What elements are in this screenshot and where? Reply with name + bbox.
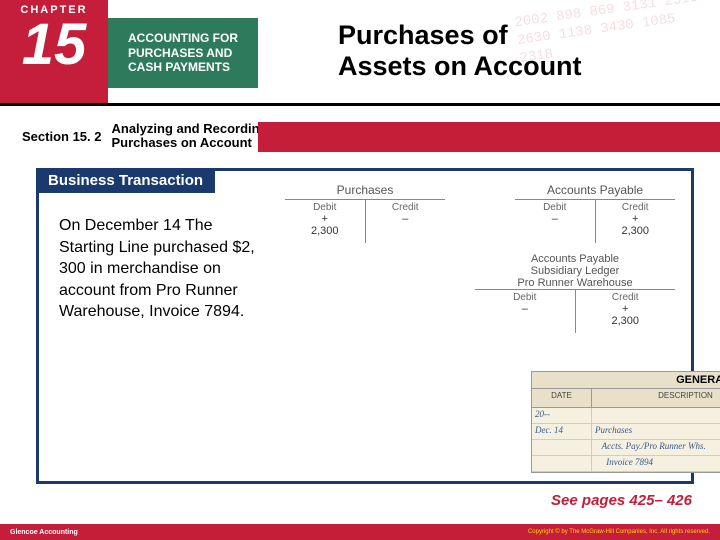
journal-title: GENERAL JOURNAL PAGE 21	[532, 372, 720, 389]
business-transaction-header: Business Transaction	[36, 168, 215, 193]
main-content-box: Business Transaction On December 14 The …	[36, 168, 694, 484]
chapter-box: CHAPTER 15	[0, 0, 108, 106]
journal-column-headers: DATE DESCRIPTION POST. REF. DEBIT CREDIT	[532, 389, 720, 408]
journal-row: 20--	[532, 408, 720, 424]
general-journal: GENERAL JOURNAL PAGE 21 DATE DESCRIPTION…	[531, 371, 720, 473]
t-accounts-area: Purchases Debit+2,300 Credit– Accounts P…	[285, 183, 685, 333]
section-title: Analyzing and Recording Purchases on Acc…	[111, 122, 267, 151]
t-account-title: Purchases	[285, 183, 445, 197]
section-label: Section 15. 2	[22, 129, 101, 144]
t-account-purchases: Purchases Debit+2,300 Credit–	[285, 183, 445, 243]
slide-header: 2002 898 869 3131 2313 2630 1138 3430 10…	[0, 0, 720, 106]
t-account-ap: Accounts Payable Debit– Credit+2,300	[515, 183, 675, 243]
footer-brand: Glencoe Accounting	[10, 529, 78, 536]
subsidiary-ledger: Accounts Payable Subsidiary Ledger Pro R…	[475, 253, 675, 333]
book-title-text: ACCOUNTING FOR PURCHASES AND CASH PAYMEN…	[128, 31, 238, 74]
slide-title-area: Purchases of Assets on Account	[338, 20, 582, 82]
red-accent-bar	[258, 122, 720, 152]
transaction-description: On December 14 The Starting Line purchas…	[59, 215, 269, 323]
section-bar: Section 15. 2 Analyzing and Recording Pu…	[22, 122, 268, 151]
journal-row: Invoice 7894	[532, 456, 720, 472]
footer-copyright: Copyright © by The McGraw-Hill Companies…	[528, 529, 710, 535]
title-underline	[0, 103, 720, 106]
see-pages-reference: See pages 425– 426	[551, 492, 692, 509]
t-account-title: Accounts Payable	[515, 183, 675, 197]
t-accounts-row-top: Purchases Debit+2,300 Credit– Accounts P…	[285, 183, 685, 243]
slide-title: Purchases of Assets on Account	[338, 20, 582, 82]
slide-footer: Glencoe Accounting Copyright © by The Mc…	[0, 524, 720, 540]
book-title-band: ACCOUNTING FOR PURCHASES AND CASH PAYMEN…	[108, 18, 258, 88]
chapter-number: 15	[22, 16, 87, 74]
journal-row: Dec. 14 Purchases 2 3 0 0 00	[532, 424, 720, 440]
journal-row: Accts. Pay./Pro Runner Whs. 2 3 0 0 00	[532, 440, 720, 456]
